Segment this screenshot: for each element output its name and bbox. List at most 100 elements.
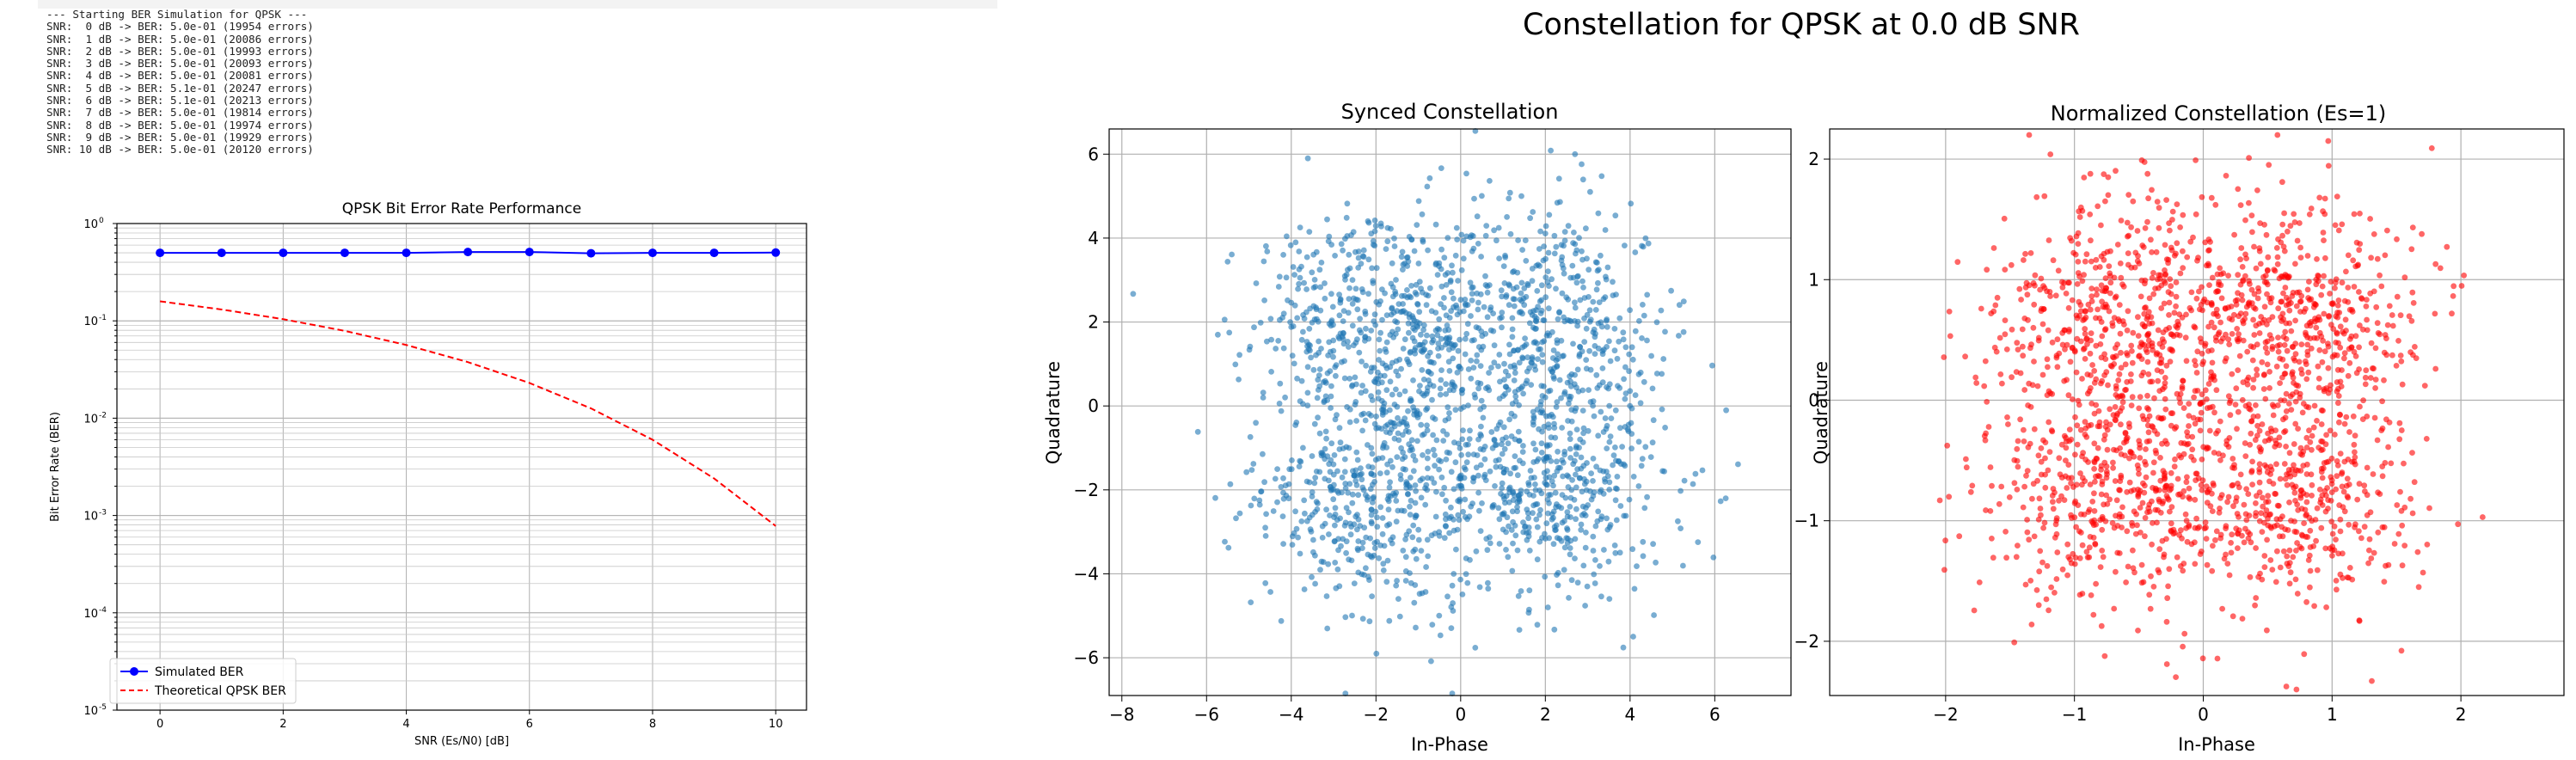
scatter-point [2225,493,2232,500]
scatter-point [1534,622,1541,628]
y-tick-label: −4 [1074,563,1099,584]
scatter-point [1314,506,1321,512]
scatter-point [1985,424,1992,430]
scatter-point [2244,381,2251,388]
scatter-point [1286,466,1293,473]
scatter-point [2103,475,2110,481]
scatter-point [2093,580,2100,587]
scatter-point [1369,481,1376,488]
scatter-point [1404,356,1410,363]
scatter-point [1317,567,1323,573]
scatter-point [2396,420,2403,426]
scatter-point [1458,451,1464,458]
scatter-point [2356,247,2363,254]
scatter-point [1463,571,1469,578]
scatter-point [1543,475,1549,481]
scatter-point [1514,472,1521,479]
scatter-point [2243,486,2250,493]
scatter-point [2029,495,2035,502]
scatter-point [1369,593,1375,599]
scatter-point [1613,291,1619,297]
scatter-point [1699,467,1706,474]
scatter-point [1469,285,1475,291]
scatter-point [1417,383,1423,389]
scatter-point [1346,285,1352,291]
scatter-point [2189,433,2196,440]
scatter-point [1466,436,1473,442]
scatter-point [1626,351,1633,358]
scatter-point [2054,336,2061,343]
scatter-point [1553,243,1560,250]
scatter-point [1561,448,1568,455]
scatter-point [2341,355,2347,362]
scatter-point [2027,578,2034,584]
scatter-point [2213,289,2219,295]
scatter-point [1593,463,1599,470]
scatter-point [2381,377,2387,383]
scatter-point [1597,488,1604,495]
scatter-point [1401,292,1408,299]
scatter-point [1523,258,1530,264]
scatter-point [1426,175,1433,181]
scatter-point [2265,493,2272,500]
scatter-point [1567,436,1573,443]
scatter-point [1392,288,1398,295]
scatter-point [2287,393,2294,400]
scatter-point [2314,567,2321,573]
scatter-point [2157,510,2164,516]
scatter-point [1449,379,1456,386]
scatter-point [1354,306,1361,313]
scatter-point [1365,411,1372,417]
scatter-point [1512,532,1519,539]
scatter-point [2303,471,2310,477]
scatter-point [1297,550,1303,557]
scatter-point [2259,359,2266,365]
scatter-point [1530,415,1537,421]
scatter-point [1552,489,1559,496]
scatter-point [1559,290,1566,297]
scatter-point [2076,401,2082,408]
scatter-point [2215,427,2222,434]
scatter-point [2142,458,2148,465]
scatter-point [2140,416,2147,422]
scatter-point [2233,385,2240,392]
scatter-point [1559,425,1565,431]
scatter-point [1544,279,1551,285]
scatter-point [1465,402,1471,408]
scatter-point [2368,340,2375,346]
scatter-point [1606,479,1613,486]
scatter-point [2020,343,2026,350]
scatter-point [1543,294,1549,301]
scatter-point [2407,495,2414,502]
scatter-point [1544,510,1551,517]
scatter-point [1354,545,1361,552]
scatter-point [1248,599,1254,605]
scatter-point [2143,446,2149,452]
scatter-point [2279,356,2286,363]
scatter-point [2382,252,2389,259]
scatter-point [2056,455,2063,462]
scatter-point [1349,612,1355,619]
scatter-point [1495,422,1502,428]
scatter-point [2041,193,2048,199]
scatter-point [1336,312,1343,319]
scatter-point [1448,625,1455,631]
scatter-point [1578,454,1585,461]
scatter-point [1554,468,1561,475]
scatter-point [1595,279,1601,286]
scatter-point [1583,357,1590,363]
scatter-point [1459,386,1466,393]
scatter-point [2284,347,2291,354]
scatter-point [2217,457,2223,463]
scatter-point [1293,525,1300,532]
figure-title: Constellation for QPSK at 0.0 dB SNR [1523,8,2080,42]
scatter-point [1453,546,1459,553]
scatter-point [1451,387,1457,394]
scatter-point [2328,279,2334,285]
scatter-point [2205,381,2212,387]
scatter-point [2053,352,2060,359]
scatter-point [2307,527,2314,534]
scatter-point [1309,489,1316,495]
scatter-point [1322,295,1328,302]
scatter-point [1428,658,1434,665]
